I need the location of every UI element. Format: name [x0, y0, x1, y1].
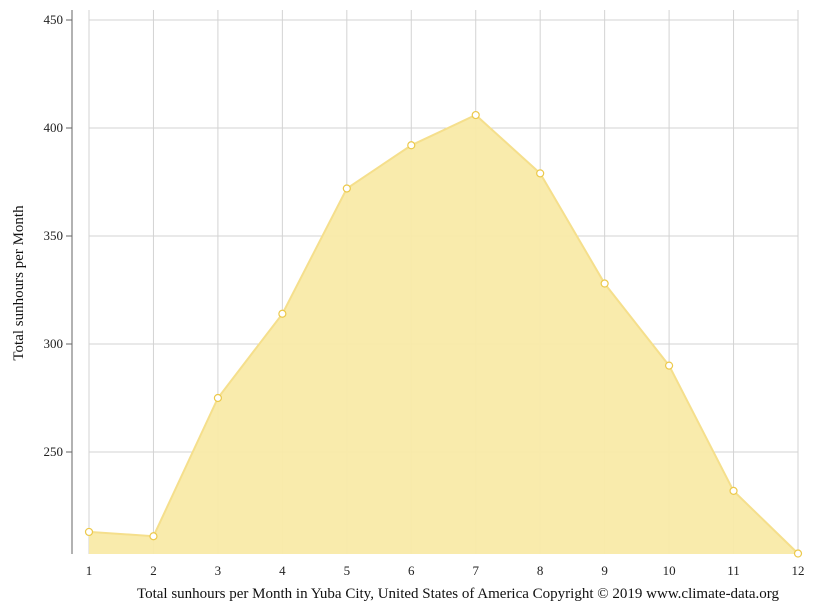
- data-point-month-2: [149, 532, 158, 541]
- x-tick-label: 6: [408, 563, 415, 578]
- y-axis-title: Total sunhours per Month: [11, 205, 27, 361]
- area-fill: [89, 115, 798, 554]
- data-point-month-5: [342, 184, 351, 193]
- x-tick-label: 9: [601, 563, 608, 578]
- data-point-month-8: [536, 169, 545, 178]
- x-tick-labels: 1 2 3 4 5 6 7 8 9 10 11 12: [86, 563, 805, 578]
- y-tick-label: 450: [44, 12, 64, 27]
- data-point-month-4: [278, 309, 287, 318]
- x-tick-label: 8: [537, 563, 544, 578]
- data-point-month-7: [471, 110, 480, 120]
- data-point-month-3: [213, 393, 223, 403]
- y-tick-label: 400: [44, 120, 64, 135]
- x-tick-label: 3: [215, 563, 222, 578]
- marker-layer: [84, 110, 803, 558]
- y-tick-label: 250: [44, 444, 64, 459]
- data-point-month-12: [793, 549, 803, 558]
- x-tick-label: 2: [150, 563, 157, 578]
- data-point-month-9: [600, 279, 609, 288]
- data-point-month-1: [84, 527, 94, 537]
- series-line: [88, 113, 799, 555]
- data-point-month-11: [729, 486, 738, 495]
- y-tick-labels: 250 300 350 400 450: [44, 12, 64, 459]
- chart-caption: Total sunhours per Month in Yuba City, U…: [137, 586, 780, 602]
- x-tick-label: 5: [344, 563, 351, 578]
- data-point-month-6: [407, 141, 416, 150]
- x-tick-label: 10: [663, 563, 676, 578]
- x-tick-label: 1: [86, 563, 93, 578]
- x-tick-label: 7: [472, 563, 479, 578]
- x-tick-label: 4: [279, 563, 286, 578]
- y-tick-label: 300: [44, 336, 64, 351]
- data-point-month-10: [664, 361, 674, 370]
- x-tick-label: 12: [792, 563, 805, 578]
- x-tick-label: 11: [727, 563, 740, 578]
- y-tick-label: 350: [44, 228, 64, 243]
